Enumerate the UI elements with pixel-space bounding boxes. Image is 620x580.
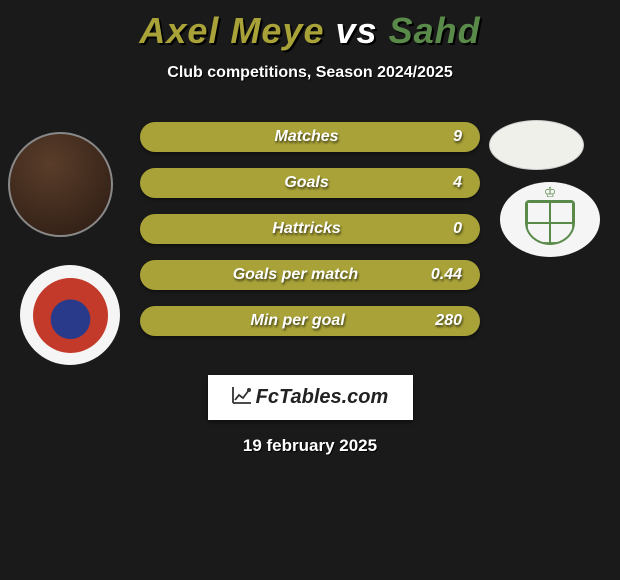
stat-value: 9	[453, 128, 480, 146]
brand-badge[interactable]: FcTables.com	[208, 375, 413, 420]
main-area: ★ ♔ Matches 9 Goals 4 Hattricks 0 Goals …	[0, 110, 620, 370]
player1-avatar	[8, 132, 113, 237]
stat-label: Matches	[140, 128, 453, 146]
stat-row: Min per goal 280	[140, 306, 480, 336]
stat-value: 0.44	[431, 266, 480, 284]
date-text: 19 february 2025	[0, 436, 620, 456]
stat-label: Min per goal	[140, 312, 435, 330]
stat-row: Matches 9	[140, 122, 480, 152]
stat-row: Goals 4	[140, 168, 480, 198]
player1-name: Axel Meye	[139, 10, 324, 51]
chart-icon	[232, 386, 252, 409]
stat-bars: Matches 9 Goals 4 Hattricks 0 Goals per …	[140, 122, 480, 352]
stat-value: 280	[435, 312, 480, 330]
stat-label: Goals	[140, 174, 453, 192]
vs-text: vs	[336, 10, 378, 51]
player1-club-badge: ★	[20, 265, 120, 365]
stat-label: Hattricks	[140, 220, 453, 238]
player2-club-badge: ♔	[500, 182, 600, 257]
player2-avatar	[489, 120, 584, 170]
star-icon: ★	[65, 276, 76, 290]
subtitle: Club competitions, Season 2024/2025	[0, 64, 620, 82]
stat-value: 4	[453, 174, 480, 192]
brand-text: FcTables.com	[256, 386, 389, 409]
stat-label: Goals per match	[140, 266, 431, 284]
stat-row: Hattricks 0	[140, 214, 480, 244]
stat-value: 0	[453, 220, 480, 238]
stat-row: Goals per match 0.44	[140, 260, 480, 290]
player2-name: Sahd	[389, 10, 481, 51]
crown-icon: ♔	[544, 184, 557, 201]
comparison-title: Axel Meye vs Sahd	[0, 0, 620, 52]
